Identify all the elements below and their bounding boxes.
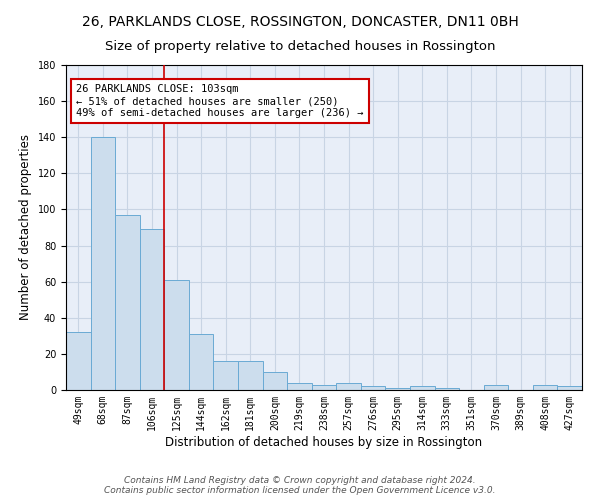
Bar <box>189 334 214 390</box>
Bar <box>361 386 385 390</box>
Text: 26 PARKLANDS CLOSE: 103sqm
← 51% of detached houses are smaller (250)
49% of sem: 26 PARKLANDS CLOSE: 103sqm ← 51% of deta… <box>76 84 364 117</box>
Bar <box>91 137 115 390</box>
Text: Size of property relative to detached houses in Rossington: Size of property relative to detached ho… <box>105 40 495 53</box>
Bar <box>533 384 557 390</box>
Bar <box>263 372 287 390</box>
Bar <box>238 361 263 390</box>
X-axis label: Distribution of detached houses by size in Rossington: Distribution of detached houses by size … <box>166 436 482 448</box>
Bar <box>410 386 434 390</box>
Text: Contains HM Land Registry data © Crown copyright and database right 2024.
Contai: Contains HM Land Registry data © Crown c… <box>104 476 496 495</box>
Bar <box>484 384 508 390</box>
Bar <box>434 388 459 390</box>
Text: 26, PARKLANDS CLOSE, ROSSINGTON, DONCASTER, DN11 0BH: 26, PARKLANDS CLOSE, ROSSINGTON, DONCAST… <box>82 15 518 29</box>
Bar <box>140 230 164 390</box>
Bar <box>214 361 238 390</box>
Bar <box>336 383 361 390</box>
Bar <box>557 386 582 390</box>
Bar <box>312 384 336 390</box>
Bar <box>287 383 312 390</box>
Bar <box>66 332 91 390</box>
Bar <box>115 215 140 390</box>
Bar <box>164 280 189 390</box>
Y-axis label: Number of detached properties: Number of detached properties <box>19 134 32 320</box>
Bar <box>385 388 410 390</box>
